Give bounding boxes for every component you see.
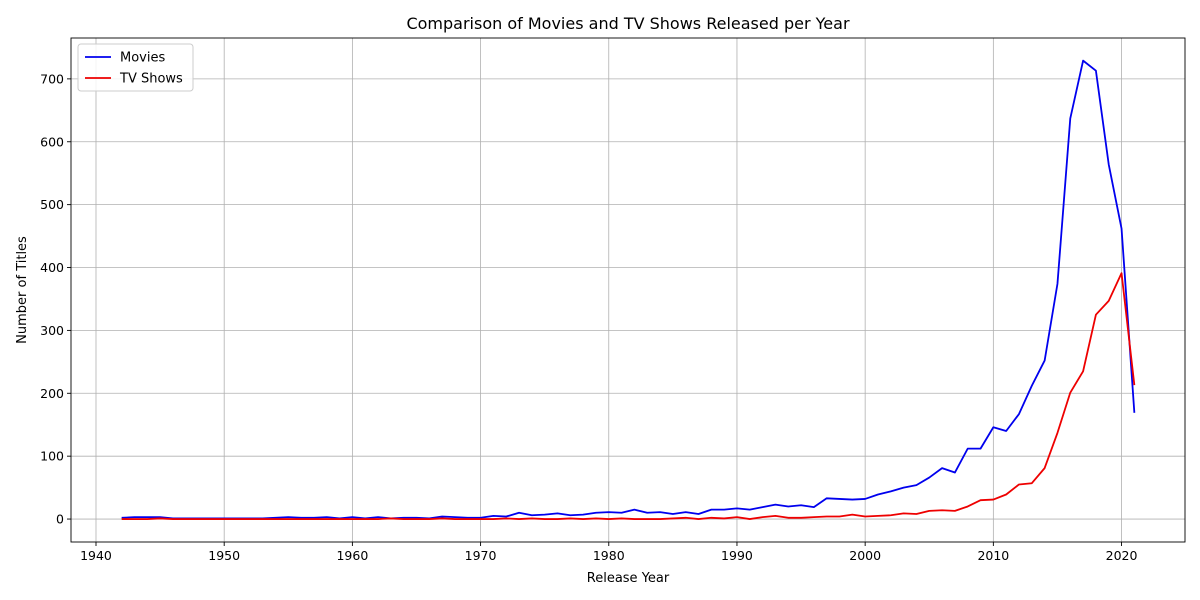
x-tick-label: 1990: [721, 548, 753, 563]
x-tick-label: 1980: [593, 548, 625, 563]
x-tick-label: 2010: [977, 548, 1009, 563]
y-tick-label: 0: [56, 512, 64, 527]
y-tick-label: 300: [40, 323, 64, 338]
series-layer: [121, 59, 1136, 520]
legend-label: Movies: [120, 51, 165, 66]
x-tick-label: 1960: [336, 548, 368, 563]
y-tick-label: 500: [40, 197, 64, 212]
y-tick-label: 400: [40, 260, 64, 275]
series-line-tv-shows: [121, 272, 1136, 520]
chart-title: Comparison of Movies and TV Shows Releas…: [406, 14, 849, 33]
plot-frame: [70, 37, 1186, 543]
legend: Movies TV Shows: [77, 43, 194, 92]
y-axis: 0 100 200 300 400 500 600 700: [40, 71, 71, 527]
legend-label: TV Shows: [119, 72, 183, 87]
x-tick-label: 1970: [465, 548, 497, 563]
y-axis-label: Number of Titles: [15, 236, 30, 344]
x-axis: 1940 1950 1960 1970 1980 1990 2000 2010 2020: [80, 542, 1137, 563]
y-tick-label: 600: [40, 134, 64, 149]
y-tick-label: 700: [40, 71, 64, 86]
y-tick-label: 100: [40, 449, 64, 464]
x-axis-label: Release Year: [587, 571, 670, 586]
x-tick-label: 1940: [80, 548, 112, 563]
x-tick-label: 2000: [849, 548, 881, 563]
x-tick-label: 2020: [1106, 548, 1138, 563]
legend-box: [77, 43, 194, 92]
y-tick-label: 200: [40, 386, 64, 401]
x-tick-label: 1950: [208, 548, 240, 563]
series-line-movies: [121, 59, 1136, 520]
